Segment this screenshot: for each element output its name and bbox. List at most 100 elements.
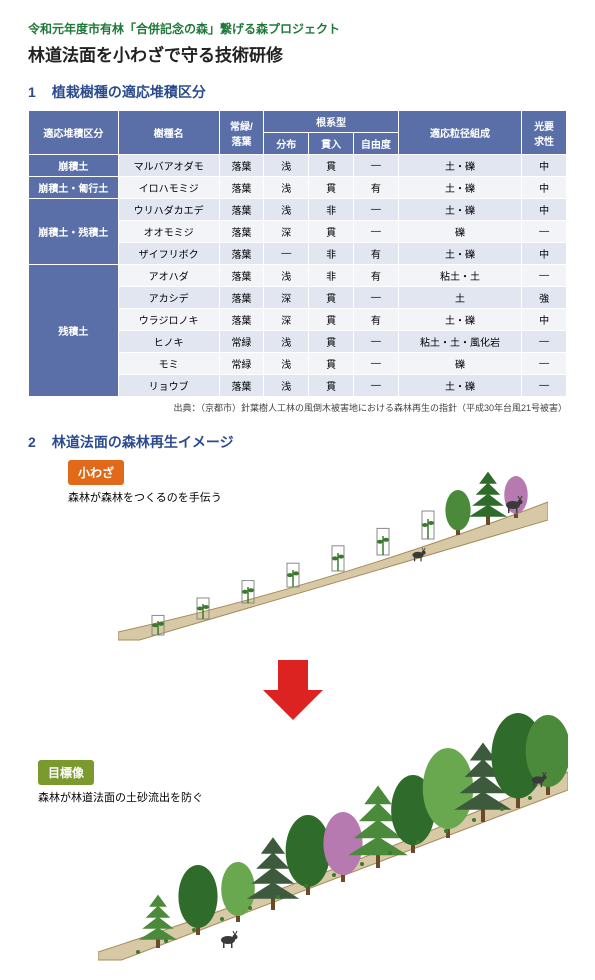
table-cell: 中 [522,177,567,199]
table-cell: 浅 [264,331,309,353]
table-cell: 土・礫 [398,177,521,199]
table-cell: — [354,287,399,309]
table-cell: 土・礫 [398,375,521,397]
table-cell: 中 [522,243,567,265]
table-cell: 貫 [309,177,354,199]
table-cell: ウリハダカエデ [118,199,219,221]
table-cell: 非 [309,243,354,265]
table-cell: 貫 [309,353,354,375]
table-cell: 落葉 [219,309,264,331]
table-cell: イロハモミジ [118,177,219,199]
illustration-container: 小わざ 森林が森林をつくるのを手伝う 目標像 森林が林道法面の土砂流出を防ぐ [28,460,567,980]
table-header: 樹種名 [118,111,219,155]
table-cell: 落葉 [219,243,264,265]
section1-heading: 1 植栽樹種の適応堆積区分 [28,82,567,102]
table-cell: 土・礫 [398,243,521,265]
table-cell: 貫 [309,309,354,331]
table-cell: — [354,199,399,221]
group-label: 残積土 [29,265,119,397]
table-cell: モミ [118,353,219,375]
table-cell: 有 [354,243,399,265]
table-cell: 粘土・土・風化岩 [398,331,521,353]
table-cell: 深 [264,221,309,243]
table-cell: ヒノキ [118,331,219,353]
table-cell: アオハダ [118,265,219,287]
table-cell: 落葉 [219,155,264,177]
table-cell: 貫 [309,287,354,309]
species-table: 適応堆積区分樹種名常緑/落葉根系型適応粒径組成光要求性分布貫入自由度 崩積土マル… [28,110,567,397]
table-cell: — [354,375,399,397]
table-cell: アカシデ [118,287,219,309]
group-label: 崩積土 [29,155,119,177]
table-cell: 深 [264,309,309,331]
group-label: 崩積土・匍行土 [29,177,119,199]
table-cell: 非 [309,265,354,287]
table-source: 出典：（京都市）針葉樹人工林の風倒木被害地における森林再生の指針（平成30年台風… [28,401,567,414]
table-cell: 常緑 [219,331,264,353]
table-cell: リョウブ [118,375,219,397]
table-cell: 土 [398,287,521,309]
table-cell: 落葉 [219,199,264,221]
after-slope-illustration [98,690,568,980]
table-header: 根系型 [264,111,398,133]
table-cell: 中 [522,309,567,331]
table-cell: — [354,353,399,375]
table-cell: — [354,331,399,353]
table-cell: 礫 [398,353,521,375]
table-cell: — [522,221,567,243]
table-header: 適応粒径組成 [398,111,521,155]
table-cell: 落葉 [219,221,264,243]
table-cell: 非 [309,199,354,221]
table-cell: 浅 [264,375,309,397]
table-cell: — [522,331,567,353]
table-cell: 中 [522,155,567,177]
table-cell: 強 [522,287,567,309]
table-cell: 貫 [309,375,354,397]
table-cell: 粘土・土 [398,265,521,287]
table-cell: 浅 [264,265,309,287]
table-cell: — [354,155,399,177]
page-title: 林道法面を小わざで守る技術研修 [28,41,567,66]
table-cell: 深 [264,287,309,309]
supertitle: 令和元年度市有林「合併記念の森」繋げる森プロジェクト [28,20,567,37]
table-cell: オオモミジ [118,221,219,243]
before-tag: 小わざ [68,460,124,485]
table-cell: 浅 [264,177,309,199]
table-cell: 有 [354,309,399,331]
after-tag: 目標像 [38,760,94,785]
table-cell: 落葉 [219,265,264,287]
table-cell: — [264,243,309,265]
table-cell: 中 [522,199,567,221]
table-cell: 土・礫 [398,309,521,331]
table-cell: 貫 [309,155,354,177]
table-header: 常緑/落葉 [219,111,264,155]
table-header: 分布 [264,133,309,155]
table-header: 光要求性 [522,111,567,155]
table-cell: — [522,265,567,287]
section2-heading-text: 林道法面の森林再生イメージ [52,434,234,450]
table-header: 貫入 [309,133,354,155]
table-cell: マルバアオダモ [118,155,219,177]
table-cell: 落葉 [219,287,264,309]
table-cell: 落葉 [219,375,264,397]
table-cell: 浅 [264,353,309,375]
table-cell: — [522,353,567,375]
table-cell: 浅 [264,199,309,221]
before-slope-illustration [118,450,548,660]
table-cell: 土・礫 [398,199,521,221]
table-cell: 土・礫 [398,155,521,177]
table-cell: 常緑 [219,353,264,375]
table-cell: 貫 [309,221,354,243]
section2-num: 2 [28,434,48,450]
table-header: 適応堆積区分 [29,111,119,155]
table-cell: ザイフリボク [118,243,219,265]
table-cell: 落葉 [219,177,264,199]
table-cell: — [522,375,567,397]
section1-heading-text: 植栽樹種の適応堆積区分 [52,84,206,100]
table-header: 自由度 [354,133,399,155]
table-cell: 貫 [309,331,354,353]
table-cell: 浅 [264,155,309,177]
table-cell: 有 [354,177,399,199]
group-label: 崩積土・残積土 [29,199,119,265]
section1-num: 1 [28,84,48,100]
